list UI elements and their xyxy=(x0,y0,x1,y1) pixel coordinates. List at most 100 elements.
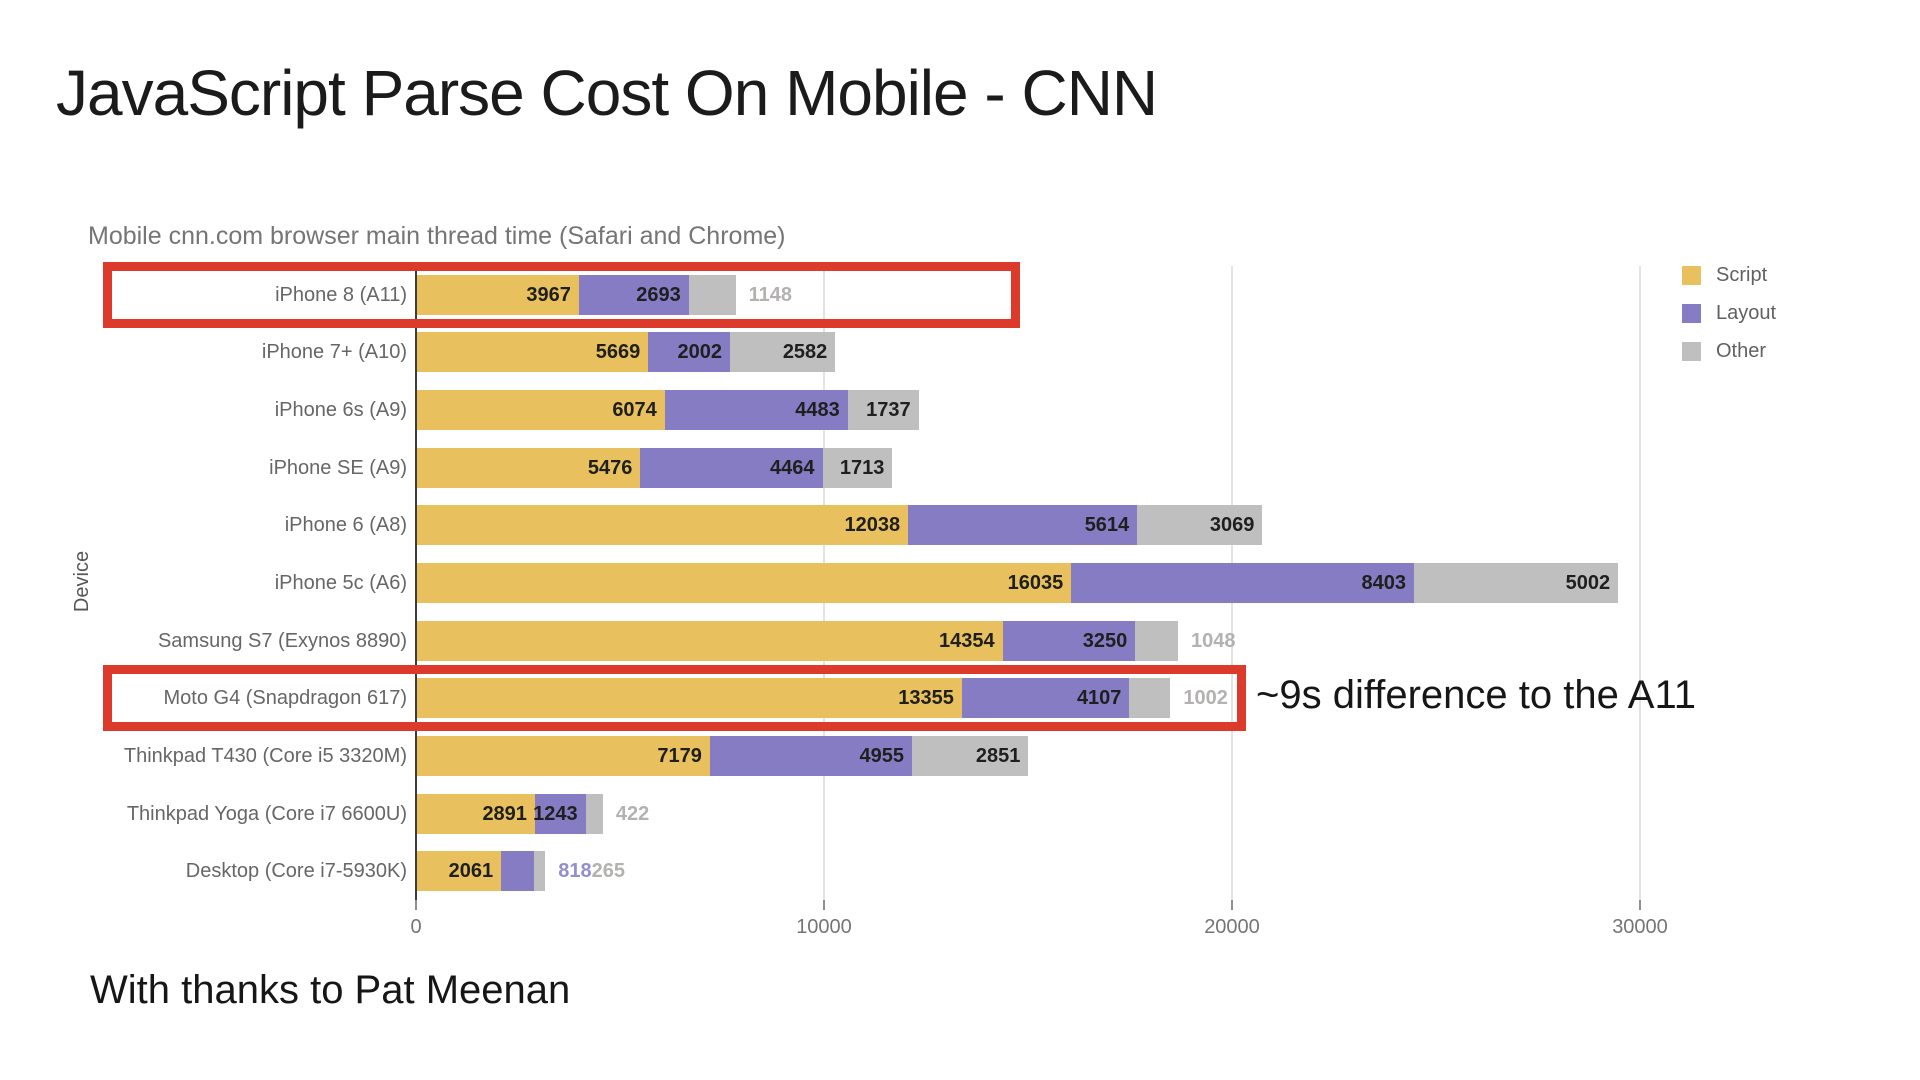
bar-segment-script: 7179 xyxy=(417,735,710,776)
value-label: 6074 xyxy=(612,399,657,422)
value-label: 12038 xyxy=(844,514,901,537)
value-label: 13355 xyxy=(898,687,954,710)
bar-segment-script: 2061 xyxy=(417,851,502,892)
value-label: 818 xyxy=(558,860,592,883)
value-label: 5614 xyxy=(1084,514,1130,537)
legend-label: Layout xyxy=(1716,301,1777,324)
value-label-outside: 1148 xyxy=(749,275,792,315)
bar-segment-script: 6074 xyxy=(417,390,665,431)
legend-swatch-icon xyxy=(1682,303,1701,323)
highlight-box xyxy=(103,665,1246,732)
bar-segment-other: 3069 xyxy=(1137,505,1263,546)
page-title: JavaScript Parse Cost On Mobile - CNN xyxy=(56,57,1158,129)
bar-segment-layout: 8403 xyxy=(1071,563,1415,603)
legend-label: Script xyxy=(1716,263,1768,286)
category-label: Thinkpad Yoga (Core i7 6600U) xyxy=(126,802,407,825)
value-label: 1713 xyxy=(839,456,885,479)
bar-segment-layout: 4107 xyxy=(961,678,1130,719)
legend-item-script: Script xyxy=(1682,256,1776,294)
axis-tick-label: 30000 xyxy=(1612,916,1668,938)
legend: Script Layout Other xyxy=(1682,256,1776,370)
axis-tick xyxy=(1639,900,1641,910)
value-label: 2851 xyxy=(975,744,1021,767)
bar-segment-script: 13355 xyxy=(417,678,962,719)
value-label: 2891 xyxy=(482,802,527,825)
axis-tick-label: 20000 xyxy=(1204,916,1260,938)
bar-segment-layout: 1243 xyxy=(533,793,586,834)
value-label: 265 xyxy=(591,860,626,883)
value-label: 422 xyxy=(615,802,650,825)
value-label: 16035 xyxy=(1007,572,1064,594)
bar-segment-script: 5476 xyxy=(417,447,641,488)
value-label: 4464 xyxy=(770,456,815,479)
value-label: 2002 xyxy=(677,341,722,364)
annotation-text: ~9s difference to the A11 xyxy=(1256,673,1696,718)
value-label-outside: 1048 xyxy=(1191,621,1236,661)
bar-segment-other: 2851 xyxy=(912,735,1029,776)
category-label: Moto G4 (Snapdragon 617) xyxy=(163,687,408,710)
axis-tick-label: 10000 xyxy=(796,916,852,938)
category-label: Samsung S7 (Exynos 8890) xyxy=(157,629,407,652)
axis-tick-label: 0 xyxy=(410,916,422,938)
bar-segment-script: 14354 xyxy=(417,620,1003,661)
legend-label: Other xyxy=(1716,339,1767,362)
category-label: iPhone 6 (A8) xyxy=(284,514,407,537)
legend-swatch-icon xyxy=(1682,265,1701,285)
axis-tick xyxy=(1231,900,1233,910)
bar-segment-script: 12038 xyxy=(417,505,909,546)
category-label: Desktop (Core i7-5930K) xyxy=(185,860,407,883)
bar-segment-layout: 2002 xyxy=(648,332,730,373)
bar-segment-layout: 3250 xyxy=(1002,620,1136,661)
category-label: iPhone 7+ (A10) xyxy=(261,341,407,364)
bar-segment-layout xyxy=(501,851,535,892)
bar-segment-other xyxy=(534,851,546,892)
bar-segment-script: 16035 xyxy=(417,563,1072,603)
value-label: 8403 xyxy=(1361,572,1407,594)
chart-subtitle: Mobile cnn.com browser main thread time … xyxy=(88,222,786,250)
bar-segment-layout: 4955 xyxy=(709,735,913,776)
gridline xyxy=(415,266,417,900)
value-label: 2061 xyxy=(448,860,494,883)
bar-segment-layout: 5614 xyxy=(908,505,1138,546)
bar-segment-other xyxy=(585,793,603,834)
value-label: 5002 xyxy=(1565,572,1611,594)
value-label: 14354 xyxy=(939,629,995,652)
value-label: 2582 xyxy=(782,341,828,364)
value-label: 1048 xyxy=(1191,629,1236,652)
axis-tick xyxy=(415,900,417,910)
value-label: 5476 xyxy=(587,456,633,479)
category-label: Thinkpad T430 (Core i5 3320M) xyxy=(123,744,407,767)
value-label: 4107 xyxy=(1076,687,1122,710)
value-label: 3967 xyxy=(526,283,571,306)
bar-segment-layout: 4483 xyxy=(664,390,848,431)
gridline xyxy=(1639,266,1641,900)
value-label: 1148 xyxy=(748,283,792,306)
bar-segment-other xyxy=(688,274,736,315)
value-label-outside: 1002 xyxy=(1183,678,1228,718)
credit-text: With thanks to Pat Meenan xyxy=(90,968,571,1012)
bar-segment-other: 2582 xyxy=(729,332,836,373)
legend-item-layout: Layout xyxy=(1682,294,1776,332)
category-label: iPhone 6s (A9) xyxy=(274,399,407,422)
value-label: 3069 xyxy=(1209,514,1255,537)
axis-tick xyxy=(823,900,825,910)
bar-segment-other xyxy=(1129,678,1171,719)
legend-swatch-icon xyxy=(1682,341,1701,361)
bar-segment-layout: 4464 xyxy=(640,447,823,488)
category-label: iPhone SE (A9) xyxy=(269,456,407,479)
value-label: 1737 xyxy=(866,399,911,422)
legend-item-other: Other xyxy=(1682,332,1776,370)
category-label: iPhone 8 (A11) xyxy=(275,283,407,306)
value-label: 5669 xyxy=(595,341,641,364)
value-label-outside: 422 xyxy=(616,794,649,834)
highlight-box xyxy=(103,261,1020,328)
bar-segment-other: 1713 xyxy=(822,447,893,488)
bar-segment-other: 1737 xyxy=(847,390,919,431)
category-label: iPhone 5c (A6) xyxy=(274,572,407,594)
value-label: 2693 xyxy=(636,283,681,306)
value-label: 1002 xyxy=(1183,687,1228,710)
value-label: 1243 xyxy=(533,802,578,825)
bar-segment-script: 3967 xyxy=(417,274,579,315)
